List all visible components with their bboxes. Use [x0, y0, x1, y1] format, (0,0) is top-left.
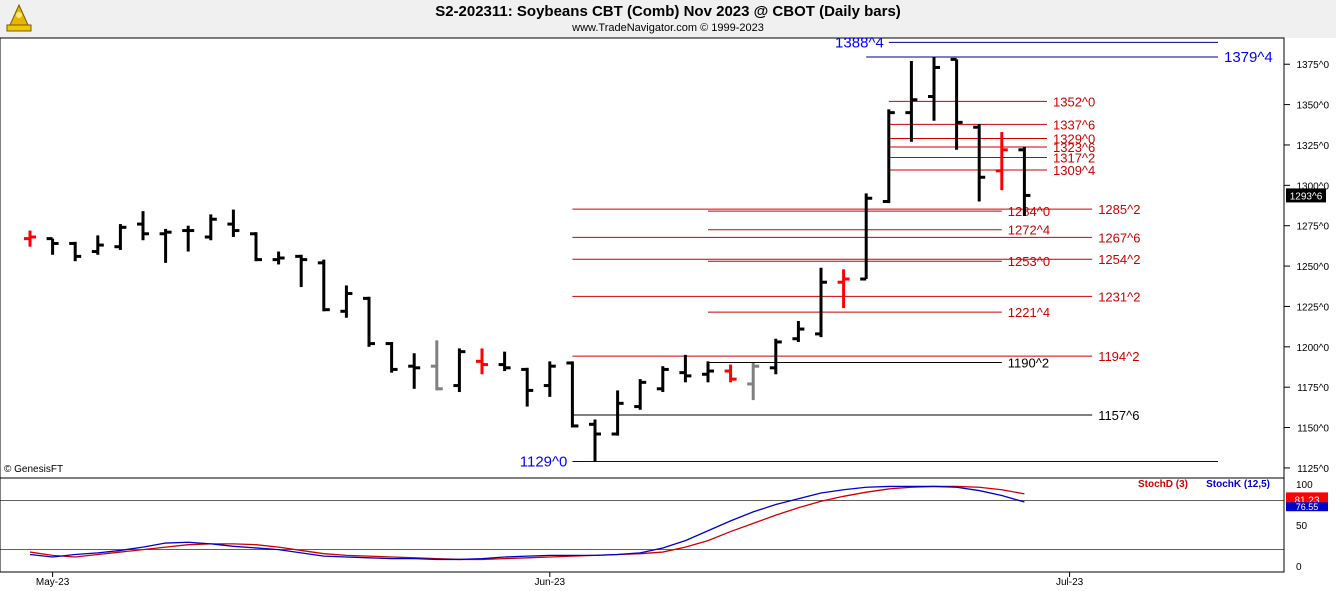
ohlc-bar — [905, 60, 918, 142]
last-price-box — [1286, 188, 1326, 203]
stoch-series-line — [29, 485, 1025, 561]
ohlc-bar — [973, 123, 986, 202]
level-label: 1317^2 — [1053, 150, 1095, 165]
ohlc-bar — [950, 57, 963, 150]
ohlc-bar — [656, 366, 669, 393]
ohlc-bar — [634, 379, 647, 410]
ohlc-bar — [46, 237, 59, 255]
ohlc-bar — [769, 338, 782, 375]
level-label: 1285^2 — [1098, 202, 1140, 217]
level-label: 1267^6 — [1098, 230, 1140, 245]
stoch-tick-label: 50 — [1296, 521, 1308, 532]
ohlc-bar — [679, 354, 692, 383]
y-tick-label: 1250^0 — [1297, 262, 1330, 273]
chart-title: S2-202311: Soybeans CBT (Comb) Nov 2023 … — [435, 3, 901, 20]
level-label: 1388^4 — [835, 34, 884, 51]
ohlc-bar — [430, 340, 443, 391]
y-tick-label: 1300^0 — [1297, 181, 1330, 192]
ohlc-bar — [792, 320, 805, 342]
stochK-value-box — [1286, 502, 1328, 512]
ohlc-bar — [385, 341, 398, 373]
ohlc-bar — [363, 296, 375, 347]
y-tick-label: 1225^0 — [1297, 302, 1330, 313]
level-label: 1379^4 — [1224, 49, 1273, 66]
level-label: 1194^2 — [1098, 349, 1139, 364]
ohlc-bar — [476, 348, 488, 375]
level-label: 1129^0 — [520, 453, 568, 470]
ohlc-bar — [498, 351, 511, 372]
ohlc-bar — [317, 259, 330, 312]
watermark-label: © GenesisFT — [4, 464, 63, 475]
ohlc-bar — [340, 285, 353, 318]
ohlc-bar — [272, 251, 285, 265]
ohlc-bar — [995, 132, 1008, 191]
level-label: 1323^6 — [1053, 140, 1095, 155]
level-label: 1272^4 — [1008, 223, 1050, 238]
y-tick-label: 1175^0 — [1297, 383, 1329, 394]
level-label: 1254^2 — [1098, 252, 1140, 267]
y-tick-label: 1350^0 — [1297, 101, 1330, 112]
level-label: 1253^0 — [1008, 254, 1050, 269]
ohlc-bar — [566, 361, 579, 428]
ohlc-bar — [860, 193, 873, 281]
ohlc-bar — [182, 225, 195, 252]
stoch-series-line — [29, 485, 1025, 561]
ohlc-bar — [747, 362, 760, 401]
y-tick-label: 1125^0 — [1297, 464, 1329, 475]
level-label: 1190^2 — [1008, 356, 1049, 371]
ohlc-bar — [204, 214, 217, 241]
ohlc-bar — [543, 361, 556, 397]
level-label: 1231^2 — [1098, 289, 1140, 304]
y-tick-label: 1150^0 — [1297, 424, 1329, 435]
stochD-value-label: 81.23 — [1294, 495, 1319, 506]
ohlc-bar — [24, 230, 36, 247]
y-tick-label: 1200^0 — [1297, 343, 1330, 354]
ohlc-bar — [408, 353, 421, 389]
ohlc-bar — [159, 228, 172, 263]
y-tick-label: 1325^0 — [1297, 141, 1330, 152]
stoch-tick-label: 100 — [1296, 480, 1313, 491]
ohlc-bar — [137, 211, 149, 241]
ohlc-bar — [1018, 146, 1031, 217]
ohlc-bar — [702, 361, 714, 383]
ohlc-bar — [227, 209, 240, 238]
level-label: 1352^0 — [1053, 94, 1095, 109]
y-tick-label: 1275^0 — [1297, 222, 1330, 233]
level-label: 1221^4 — [1008, 305, 1050, 320]
plot-frame — [0, 37, 1285, 573]
ohlc-bar — [91, 235, 104, 255]
x-tick-label: May-23 — [36, 577, 70, 588]
level-label: 1337^6 — [1053, 117, 1095, 132]
ohlc-bar — [295, 254, 308, 288]
title-bar — [0, 0, 1336, 38]
stoch-tick-label: 0 — [1296, 562, 1302, 573]
y-tick-label: 1375^0 — [1297, 60, 1330, 71]
legend-stochK: StochK (12,5) — [1206, 479, 1270, 490]
stochD-value-box — [1286, 492, 1328, 506]
x-tick-label: Jun-23 — [535, 577, 566, 588]
ohlc-bar — [611, 390, 624, 436]
legend-stochD: StochD (3) — [1138, 479, 1188, 490]
ohlc-bar — [589, 419, 601, 462]
ohlc-bar — [815, 267, 827, 338]
ohlc-bar — [69, 241, 82, 262]
stochK-value-label: 76.55 — [1296, 502, 1319, 512]
ohlc-bar — [250, 232, 262, 262]
ohlc-bar — [114, 224, 127, 250]
ohlc-bar — [928, 56, 940, 121]
ohlc-bar — [882, 109, 895, 204]
chart-subtitle: www.TradeNavigator.com © 1999-2023 — [572, 22, 764, 34]
ohlc-bar — [521, 367, 534, 407]
ohlc-bar — [453, 348, 466, 393]
level-label: 1157^6 — [1098, 408, 1139, 423]
level-label: 1329^0 — [1053, 132, 1095, 147]
x-tick-label: Jul-23 — [1056, 577, 1084, 588]
trade-navigator-logo-icon — [6, 3, 32, 32]
ohlc-bar — [724, 364, 737, 383]
level-label: 1284^0 — [1008, 204, 1050, 219]
ohlc-bar — [837, 269, 850, 309]
last-price-label: 1293^6 — [1290, 191, 1323, 202]
level-label: 1309^4 — [1053, 163, 1095, 178]
